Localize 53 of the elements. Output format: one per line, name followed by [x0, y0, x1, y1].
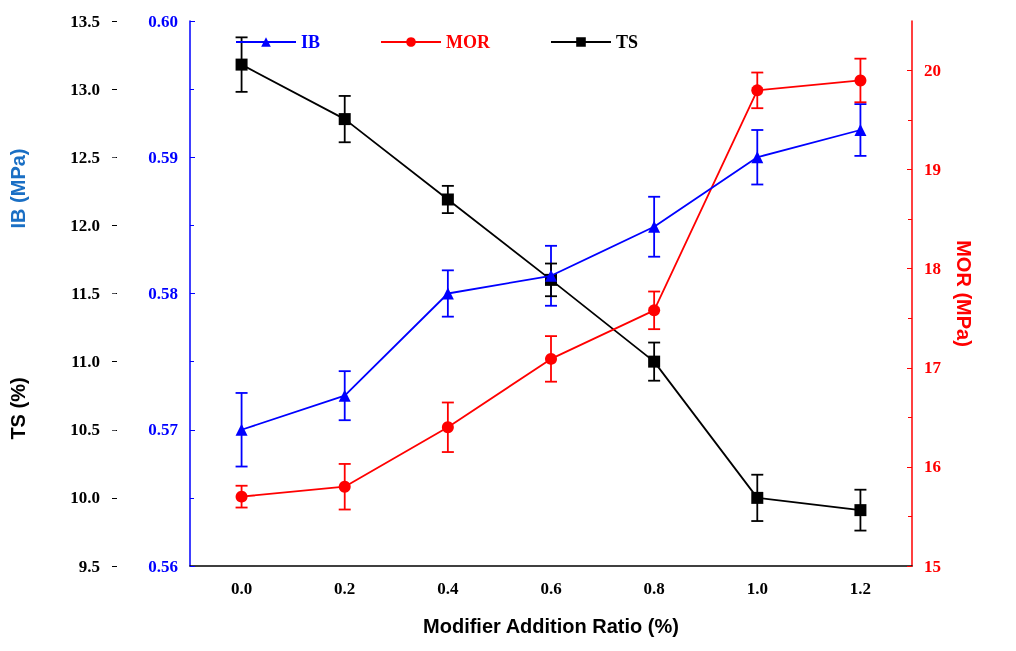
y-tick-label: 11.5 — [71, 284, 100, 303]
y2-axis-title: MOR (MPa) — [953, 240, 975, 347]
point — [441, 421, 454, 434]
point — [751, 151, 764, 164]
y3-tick-label: 0.59 — [148, 147, 178, 167]
y3-tick-label: 0.57 — [148, 420, 179, 440]
point — [545, 352, 557, 365]
y2-tick-label: 15 — [924, 556, 941, 576]
point — [338, 389, 351, 402]
point — [648, 304, 661, 317]
x-axis-title: Modifier Addition Ratio (%) — [423, 615, 679, 637]
point — [648, 220, 661, 233]
y-axis-title: TS (%) — [7, 377, 29, 440]
x-tick-label: 1.0 — [746, 579, 768, 598]
x-tick-label: 0.2 — [334, 579, 356, 598]
legend-label: MOR — [446, 32, 491, 52]
point — [751, 84, 764, 97]
point — [751, 491, 764, 504]
point — [441, 287, 454, 300]
point — [648, 355, 661, 368]
y2-tick-label: 16 — [924, 457, 941, 477]
y-tick-label: 12.5 — [70, 147, 100, 167]
x-tick-label: 0.4 — [437, 579, 459, 598]
point — [338, 113, 351, 126]
point — [338, 480, 351, 493]
y-tick-label: 10.0 — [70, 488, 100, 508]
point — [854, 74, 867, 87]
point — [441, 193, 454, 206]
point — [854, 504, 867, 517]
y-tick-label: 12.0 — [70, 215, 100, 235]
y2-tick-label: 19 — [924, 160, 941, 180]
y3-tick-label: 0.56 — [148, 556, 178, 576]
y3-tick-label: 0.58 — [148, 284, 178, 303]
y-tick-label: 13.0 — [70, 79, 100, 99]
point — [235, 58, 248, 71]
y2-tick-label: 17 — [924, 358, 942, 378]
x-tick-label: 0.0 — [230, 579, 253, 598]
y3-tick-label: 0.60 — [148, 11, 178, 31]
y-tick-label: 11.0 — [71, 352, 100, 372]
y-tick-label: 10.5 — [70, 420, 100, 440]
y-tick-label: 9.5 — [78, 556, 100, 576]
legend-label: IB — [301, 32, 321, 52]
point — [854, 124, 867, 136]
y-tick-label: 13.5 — [70, 11, 100, 31]
y3-axis-title: IB (MPa) — [7, 148, 29, 229]
x-tick-label: 0.8 — [643, 579, 665, 598]
point — [545, 269, 557, 282]
point — [235, 490, 248, 503]
x-tick-label: 1.2 — [849, 579, 872, 598]
legend-label: TS — [616, 32, 639, 52]
y2-tick-label: 20 — [924, 61, 941, 81]
x-tick-label: 0.6 — [540, 579, 562, 598]
y2-tick-label: 18 — [924, 259, 941, 279]
